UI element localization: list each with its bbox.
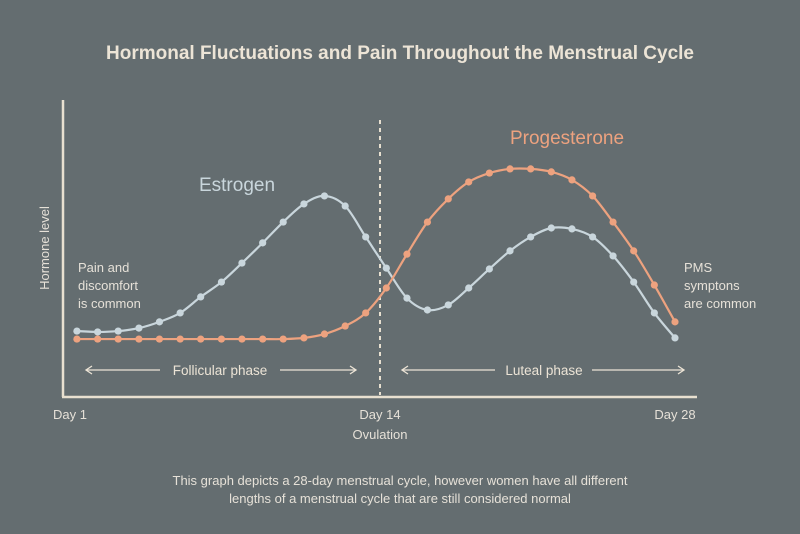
progesterone-point-25	[568, 176, 576, 184]
luteal-phase-label: Luteal phase	[505, 363, 582, 378]
estrogen-point-28	[630, 278, 638, 286]
estrogen-point-4	[135, 324, 143, 332]
progesterone-point-11	[279, 335, 287, 343]
estrogen-point-22	[506, 247, 514, 255]
progesterone-point-15	[362, 309, 370, 317]
progesterone-point-22	[506, 165, 514, 173]
progesterone-point-7	[197, 335, 205, 343]
progesterone-point-27	[609, 218, 617, 226]
progesterone-point-21	[485, 169, 493, 177]
progesterone-point-30	[671, 318, 679, 326]
estrogen-point-9	[238, 259, 246, 267]
progesterone-point-20	[465, 178, 473, 186]
estrogen-point-2	[94, 328, 102, 336]
progesterone-point-5	[155, 335, 164, 343]
footnote-line-1: This graph depicts a 28-day menstrual cy…	[173, 473, 628, 488]
progesterone-point-19	[444, 195, 452, 203]
estrogen-point-29	[650, 309, 658, 317]
estrogen-point-21	[485, 265, 493, 273]
follicular-phase-arrow	[84, 365, 358, 375]
estrogen-point-24	[547, 224, 555, 232]
x-tick-day-1: Day 1	[53, 407, 87, 422]
estrogen-point-10	[259, 239, 267, 247]
chart-title: Hormonal Fluctuations and Pain Throughou…	[106, 43, 694, 64]
estrogen-point-1	[73, 327, 81, 335]
estrogen-point-13	[320, 192, 329, 200]
pain-annotation-line-2: discomfort	[78, 278, 138, 293]
pms-annotation-line-3: are common	[684, 296, 756, 311]
estrogen-point-25	[568, 225, 576, 233]
estrogen-point-30	[671, 334, 679, 342]
x-tick-day-28: Day 28	[654, 407, 695, 422]
footnote-line-2: lengths of a menstrual cycle that are st…	[229, 491, 571, 506]
estrogen-point-14	[341, 202, 349, 210]
estrogen-label: Estrogen	[199, 175, 275, 196]
estrogen-point-20	[465, 284, 473, 292]
pms-annotation-line-1: PMS	[684, 260, 713, 275]
estrogen-point-27	[609, 252, 617, 260]
estrogen-point-5	[155, 318, 164, 326]
progesterone-point-24	[547, 168, 555, 176]
pain-annotation-line-3: is common	[78, 296, 141, 311]
progesterone-point-1	[73, 335, 81, 343]
progesterone-point-29	[650, 281, 658, 289]
estrogen-point-16	[382, 264, 390, 272]
pms-annotation-line-2: symptons	[684, 278, 740, 293]
progesterone-point-8	[217, 335, 226, 343]
estrogen-line	[76, 194, 676, 339]
progesterone-point-3	[114, 335, 122, 343]
luteal-phase-arrow	[400, 365, 686, 375]
progesterone-point-28	[630, 247, 638, 255]
estrogen-point-26	[589, 233, 597, 241]
estrogen-point-15	[362, 233, 370, 241]
progesterone-point-4	[135, 335, 143, 343]
y-axis-label: Hormone level	[37, 206, 52, 290]
estrogen-point-18	[423, 306, 432, 314]
estrogen-point-12	[300, 200, 308, 208]
progesterone-point-6	[176, 335, 184, 343]
estrogen-point-23	[527, 233, 535, 241]
progesterone-point-18	[423, 218, 432, 226]
progesterone-point-12	[300, 334, 308, 342]
progesterone-point-23	[527, 165, 535, 173]
x-tick-ovulation: Ovulation	[353, 427, 408, 442]
follicular-phase-label: Follicular phase	[173, 363, 268, 378]
estrogen-point-3	[114, 327, 122, 335]
estrogen-point-6	[176, 309, 184, 317]
series-layer	[73, 165, 679, 343]
progesterone-point-13	[320, 330, 329, 338]
estrogen-point-17	[403, 294, 411, 302]
estrogen-point-19	[444, 301, 452, 309]
progesterone-point-2	[94, 335, 102, 343]
pain-annotation-line-1: Pain and	[78, 260, 129, 275]
estrogen-point-11	[279, 218, 287, 226]
estrogen-point-7	[197, 293, 205, 301]
progesterone-point-17	[403, 250, 411, 258]
progesterone-point-14	[341, 322, 349, 330]
estrogen-point-8	[217, 278, 226, 286]
progesterone-point-26	[589, 192, 597, 200]
x-tick-day-14: Day 14	[359, 407, 400, 422]
progesterone-label: Progesterone	[510, 128, 624, 149]
progesterone-point-10	[259, 335, 267, 343]
progesterone-point-9	[238, 335, 246, 343]
progesterone-point-16	[382, 284, 390, 292]
